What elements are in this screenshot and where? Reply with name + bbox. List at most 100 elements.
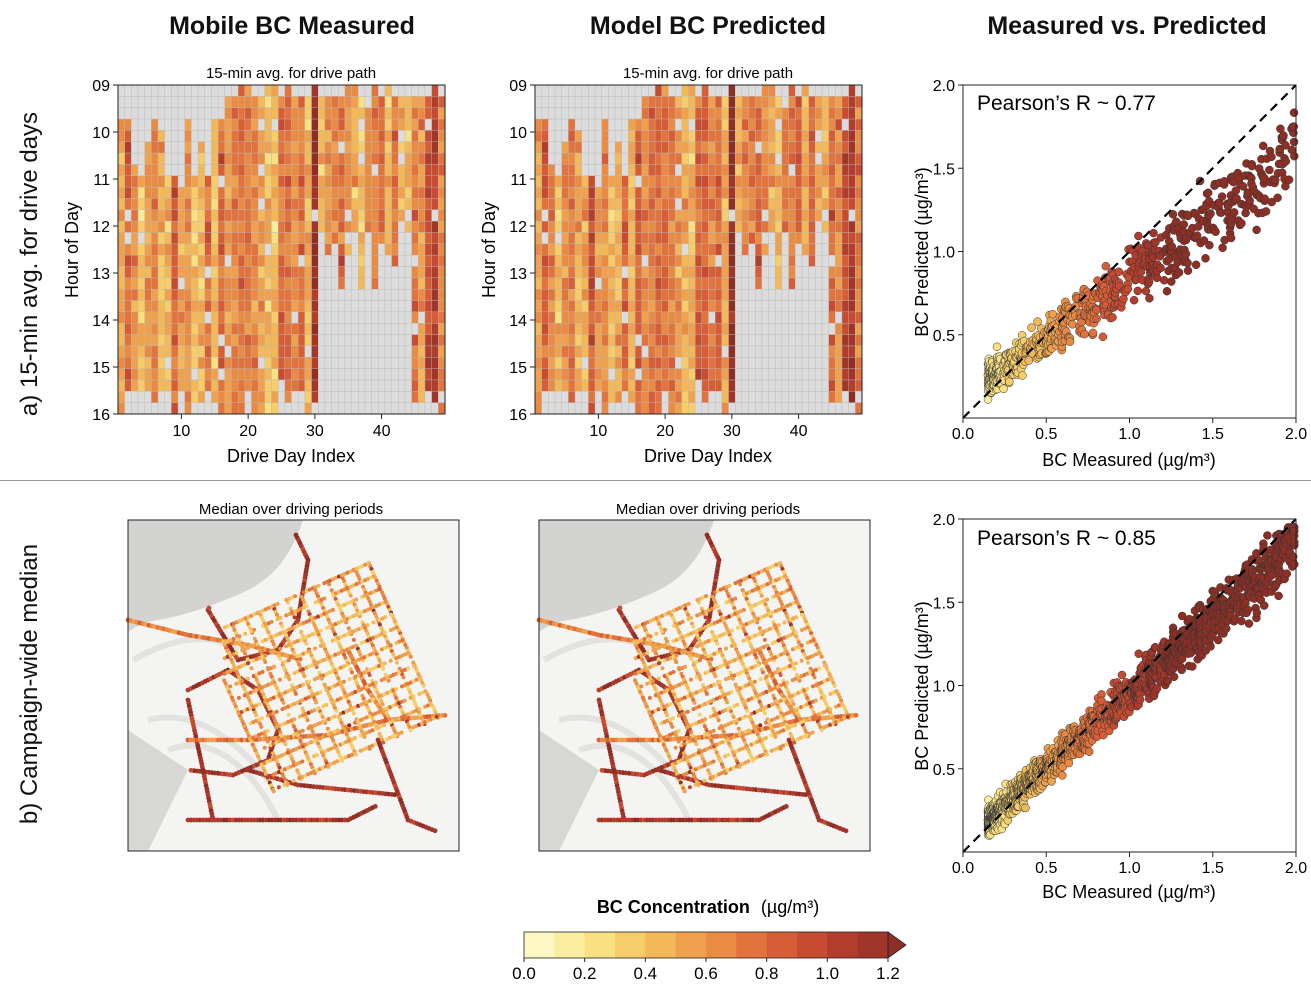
heatmap-cell bbox=[761, 198, 769, 211]
heatmap-cell bbox=[117, 152, 125, 165]
scatter-point bbox=[1009, 799, 1018, 809]
heatmap-cell bbox=[157, 107, 165, 120]
heatmap-cell bbox=[277, 357, 286, 369]
heatmap-cell bbox=[137, 334, 145, 347]
scatter-point bbox=[996, 802, 1006, 811]
heatmap-cell bbox=[157, 186, 165, 199]
heatmap-cell bbox=[191, 118, 199, 131]
heatmap-cell bbox=[378, 323, 386, 335]
heatmap-cell bbox=[117, 334, 125, 347]
heatmap-cell bbox=[391, 243, 399, 256]
heatmap-cell bbox=[411, 130, 419, 142]
heatmap-cell bbox=[391, 266, 399, 279]
heatmap-cell bbox=[338, 391, 346, 403]
scatter-point bbox=[1248, 183, 1258, 192]
scatter-point bbox=[986, 824, 995, 834]
heatmap-cell bbox=[271, 84, 279, 97]
heatmap-cell bbox=[324, 357, 332, 369]
heatmap-cell bbox=[841, 152, 849, 165]
scatter-point bbox=[983, 826, 993, 836]
scatter-point bbox=[1008, 794, 1018, 804]
scatter-point bbox=[1149, 228, 1158, 238]
scatter-point bbox=[1018, 371, 1027, 380]
heatmap-cell bbox=[561, 107, 569, 120]
heatmap-cell bbox=[378, 334, 386, 347]
scatter-point bbox=[1185, 614, 1194, 624]
heatmap-cell bbox=[654, 232, 663, 245]
heatmap-cell bbox=[197, 379, 206, 392]
scatter-point bbox=[1010, 795, 1020, 804]
scatter-point bbox=[984, 814, 993, 823]
heatmap-cell bbox=[351, 198, 359, 211]
scatter-point bbox=[997, 824, 1007, 834]
scatter-point bbox=[1130, 691, 1139, 701]
scatter-point bbox=[1044, 761, 1053, 770]
heatmap-cell bbox=[398, 141, 406, 154]
scatter-point bbox=[1053, 337, 1062, 346]
heatmap-cell bbox=[815, 243, 823, 256]
heatmap-cell bbox=[411, 334, 419, 347]
heatmap-cell bbox=[284, 277, 292, 290]
scatter-point bbox=[1196, 238, 1205, 248]
scatter-point bbox=[1167, 653, 1176, 663]
scatter-point bbox=[1020, 777, 1030, 787]
scatter-point bbox=[1085, 720, 1094, 730]
heatmap-cell bbox=[815, 289, 823, 301]
heatmap-cell bbox=[157, 220, 165, 233]
scatter-point bbox=[1219, 629, 1228, 638]
heatmap-cell bbox=[808, 357, 816, 369]
scatter-point bbox=[1034, 340, 1044, 349]
scatter-point bbox=[1089, 728, 1099, 737]
heatmap-cell bbox=[231, 232, 239, 245]
scatter-point bbox=[1027, 786, 1037, 795]
scatter-point bbox=[1011, 365, 1021, 375]
heatmap-cell bbox=[708, 152, 716, 165]
heatmap-cell bbox=[144, 152, 152, 165]
scatter-point bbox=[1021, 772, 1031, 782]
scatter-point bbox=[1109, 678, 1119, 688]
scatter-point bbox=[1147, 680, 1156, 689]
scatter-point bbox=[1104, 721, 1113, 731]
heatmap-cell bbox=[177, 118, 185, 131]
heatmap-cell bbox=[398, 300, 406, 313]
scatter-point bbox=[1104, 273, 1113, 282]
scatter-point bbox=[998, 815, 1007, 825]
heatmap-cell bbox=[548, 152, 556, 165]
heatmap-cell bbox=[548, 323, 556, 335]
heatmap-cell bbox=[554, 130, 562, 142]
heatmap-cell bbox=[318, 345, 326, 358]
heatmap-cell bbox=[601, 152, 609, 165]
heatmap-cell bbox=[231, 84, 239, 97]
heatmap-cell bbox=[654, 277, 663, 290]
heatmap-cell bbox=[164, 311, 172, 324]
heatmap-cell bbox=[541, 243, 549, 256]
heatmap-cell bbox=[438, 198, 446, 211]
scatter-point bbox=[1085, 728, 1094, 737]
scatter-point bbox=[1195, 630, 1204, 639]
scatter-point bbox=[983, 815, 993, 825]
heatmap-cell bbox=[561, 209, 569, 222]
heatmap-cell bbox=[411, 402, 419, 415]
scatter-point bbox=[1061, 303, 1070, 312]
scatter-point bbox=[1027, 783, 1036, 792]
scatter-point bbox=[1157, 677, 1167, 687]
heatmap-cell bbox=[431, 391, 439, 403]
scatter-point bbox=[1005, 806, 1015, 816]
scatter-point bbox=[1064, 304, 1074, 313]
scatter-point bbox=[1216, 208, 1225, 217]
heatmap-cell bbox=[418, 220, 426, 233]
scatter-point bbox=[1267, 197, 1276, 207]
heatmap-cell bbox=[157, 175, 165, 188]
scatter-point bbox=[1131, 275, 1140, 285]
heatmap-cell bbox=[735, 198, 743, 211]
scatter-point bbox=[1260, 174, 1269, 183]
heatmap-cell bbox=[398, 277, 406, 290]
heatmap-cell bbox=[191, 186, 199, 199]
heatmap-cell bbox=[324, 323, 332, 335]
heatmap-cell bbox=[211, 96, 219, 108]
heatmap-cell bbox=[197, 345, 206, 358]
scatter-point bbox=[986, 805, 995, 814]
scatter-point bbox=[1181, 647, 1191, 656]
heatmap-cell bbox=[271, 277, 279, 290]
heatmap-cell bbox=[768, 220, 776, 233]
